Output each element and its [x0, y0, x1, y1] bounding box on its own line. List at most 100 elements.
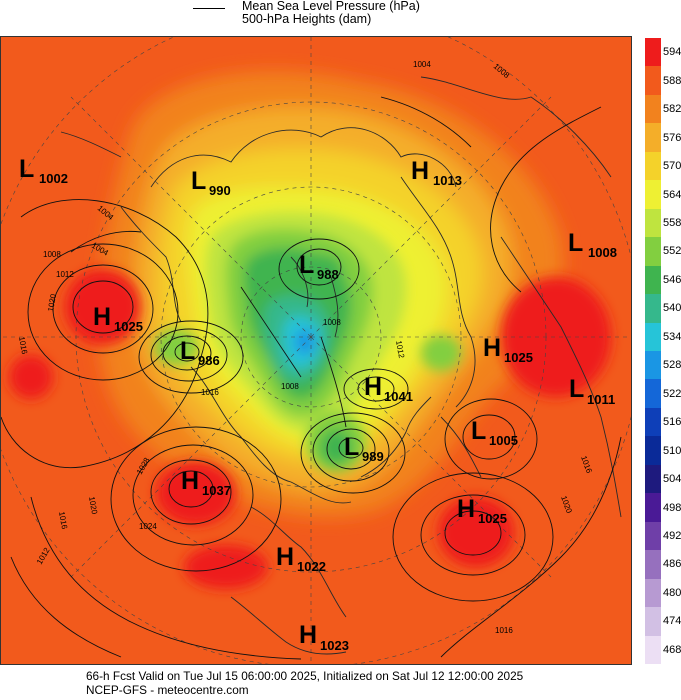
- isobar-label: 1016: [495, 626, 513, 635]
- svg-text:1025: 1025: [114, 319, 143, 334]
- isobar-label: 1024: [139, 522, 157, 531]
- colorbar-label: 588: [663, 74, 681, 87]
- colorbar-cell: [645, 407, 661, 437]
- low-center: L 1005: [471, 417, 518, 448]
- svg-text:L: L: [471, 417, 486, 445]
- isobar-labels: 1004 1008 1012 1016 1020 1024 1028 1004 …: [17, 60, 594, 635]
- colorbar-label: 552: [663, 245, 681, 258]
- svg-text:1011: 1011: [587, 392, 615, 407]
- colorbar-label: 474: [663, 615, 681, 628]
- isobar-label: 1008: [281, 382, 299, 391]
- colorbar-cell: [645, 38, 661, 67]
- colorbar-label: 486: [663, 558, 681, 571]
- high-center: H 1013: [411, 157, 462, 188]
- low-center: L 1008: [568, 229, 617, 260]
- svg-text:L: L: [344, 433, 359, 461]
- map-legend: Mean Sea Level Pressure (hPa) 500-hPa He…: [190, 0, 510, 30]
- high-center: H 1041: [364, 373, 413, 404]
- colorbar-label: 468: [663, 643, 681, 656]
- svg-text:L: L: [180, 337, 195, 365]
- colorbar-cell: [645, 66, 661, 96]
- pressure-centers: L 1002 L 990 H 1013 L 1008 L 988 H 1025 L 986 H…: [19, 155, 617, 653]
- colorbar-cell: [645, 436, 661, 466]
- isobar-label: 1012: [394, 340, 406, 360]
- colorbar-label: 594: [663, 46, 681, 59]
- colorbar-label: 546: [663, 273, 681, 286]
- svg-text:1005: 1005: [489, 433, 518, 448]
- svg-text:L: L: [568, 229, 583, 257]
- colorbar-cell: [645, 578, 661, 608]
- isobars: [1, 96, 622, 660]
- colorbar-label: 564: [663, 188, 681, 201]
- high-center: H 1037: [181, 467, 231, 498]
- colorbar-cell: [645, 521, 661, 551]
- isobar-label: 1020: [87, 496, 99, 516]
- legend-pressure-label: Mean Sea Level Pressure (hPa): [242, 0, 420, 13]
- colorbar-label: 570: [663, 160, 681, 173]
- svg-text:990: 990: [209, 183, 231, 198]
- colorbar-cell: [645, 237, 661, 267]
- svg-text:988: 988: [317, 267, 339, 282]
- svg-text:H: H: [457, 495, 475, 523]
- svg-text:H: H: [276, 543, 294, 571]
- coastlines: [60, 76, 622, 655]
- svg-text:1013: 1013: [433, 173, 462, 188]
- colorbar-label: 504: [663, 473, 681, 486]
- isobar-label: 1004: [413, 60, 431, 69]
- isobar-label: 1012: [56, 270, 74, 279]
- colorbar-label: 582: [663, 103, 681, 116]
- colorbar-cell: [645, 379, 661, 409]
- svg-text:1025: 1025: [504, 350, 533, 365]
- pressure-line-swatch: [193, 8, 225, 9]
- svg-text:L: L: [299, 251, 314, 279]
- svg-text:1041: 1041: [384, 389, 413, 404]
- polar-stereographic-map: 1004 1008 1012 1016 1020 1024 1028 1004 …: [0, 36, 632, 665]
- colorbar-cell: [645, 151, 661, 181]
- svg-text:H: H: [483, 334, 501, 362]
- high-center: H 1025: [483, 334, 533, 365]
- map-footer: 66-h Fcst Valid on Tue Jul 15 06:00:00 2…: [86, 669, 523, 697]
- svg-text:H: H: [411, 157, 429, 185]
- colorbar-label: 522: [663, 387, 681, 400]
- high-center: H 1025: [93, 303, 143, 334]
- colorbar-label: 510: [663, 444, 681, 457]
- colorbar-label: 558: [663, 216, 681, 229]
- isobar-label: 1016: [17, 336, 29, 356]
- height-colorbar: [645, 38, 661, 665]
- low-center: L 989: [344, 433, 384, 464]
- colorbar-cell: [645, 464, 661, 494]
- svg-text:1037: 1037: [202, 483, 231, 498]
- svg-text:L: L: [191, 167, 206, 195]
- low-center: L 990: [191, 167, 231, 198]
- svg-text:H: H: [299, 621, 317, 649]
- svg-text:L: L: [19, 155, 34, 183]
- svg-text:1023: 1023: [320, 638, 349, 653]
- colorbar-label: 480: [663, 586, 681, 599]
- svg-text:1002: 1002: [39, 171, 68, 186]
- colorbar-cell: [645, 123, 661, 153]
- svg-text:1008: 1008: [588, 245, 617, 260]
- source-credit: NCEP-GFS - meteocentre.com: [86, 683, 249, 697]
- colorbar-cell: [645, 180, 661, 210]
- colorbar-label: 528: [663, 359, 681, 372]
- colorbar-cell: [645, 265, 661, 295]
- svg-text:L: L: [569, 375, 584, 403]
- colorbar-cell: [645, 351, 661, 380]
- svg-text:989: 989: [362, 449, 384, 464]
- isobar-label: 1016: [57, 511, 69, 531]
- colorbar-label: 516: [663, 416, 681, 429]
- svg-text:H: H: [93, 303, 111, 331]
- map-graticule: [1, 37, 631, 664]
- colorbar-cell: [645, 607, 661, 637]
- high-center: H 1022: [276, 543, 326, 574]
- colorbar-label: 534: [663, 330, 681, 343]
- colorbar-cell: [645, 550, 661, 580]
- high-center: H 1025: [457, 495, 507, 526]
- isobar-label: 1008: [323, 318, 341, 327]
- isobar-label: 1020: [46, 293, 58, 313]
- colorbar-label: 540: [663, 302, 681, 315]
- colorbar-label: 492: [663, 529, 681, 542]
- colorbar-cell: [645, 635, 661, 665]
- low-center: L 988: [299, 251, 339, 282]
- svg-text:1025: 1025: [478, 511, 507, 526]
